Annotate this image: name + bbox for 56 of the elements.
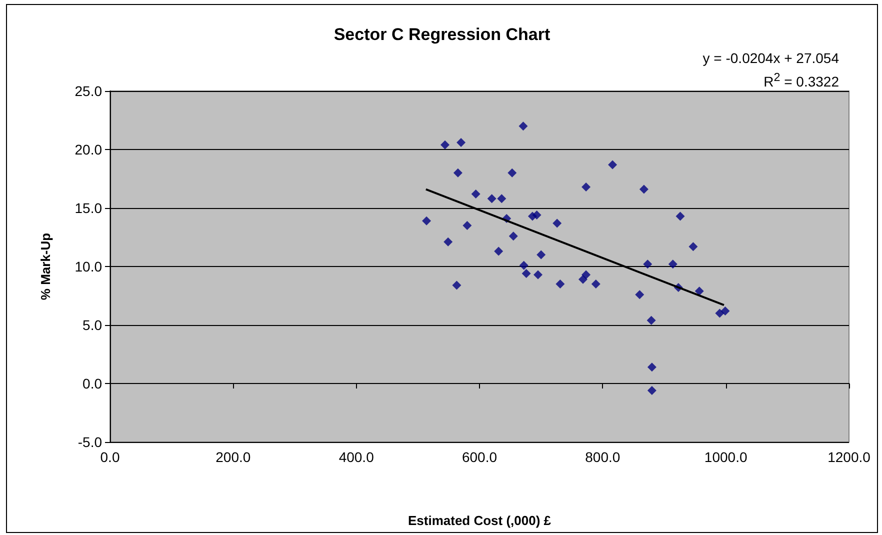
point: [668, 260, 678, 269]
y-tick-label: 10.0: [74, 258, 102, 274]
x-tick-label: 0.0: [100, 449, 120, 465]
point: [534, 270, 543, 280]
point: [591, 280, 600, 289]
point: [688, 242, 698, 252]
point: [556, 280, 565, 289]
point: [532, 210, 542, 220]
point: [471, 189, 480, 198]
text: y = -0.0204x + 27.054: [702, 49, 839, 67]
x-tick-label: 1200.0: [828, 449, 871, 465]
point: [522, 269, 531, 278]
point: [676, 212, 685, 221]
point: [643, 260, 652, 269]
point: [582, 182, 591, 192]
point: [519, 260, 528, 270]
point: [444, 237, 453, 246]
x-tick-label: 600.0: [462, 449, 498, 465]
y-tick-label: 25.0: [74, 83, 102, 99]
y-tick-label: 5.0: [82, 317, 102, 333]
y-axis-title: % Mark-Up: [38, 232, 53, 300]
point: [552, 218, 562, 228]
x-tick-label: 800.0: [585, 449, 620, 465]
point: [639, 184, 648, 194]
point: [694, 286, 704, 296]
point: [646, 316, 656, 325]
text: R$^{2}$ = 0.3322: [764, 70, 839, 91]
y-tick-label: 0.0: [82, 376, 102, 392]
y-tick-label: -5.0: [78, 434, 102, 450]
x-tick-label: 1000.0: [704, 449, 748, 465]
y-tick-label: 20.0: [74, 142, 102, 158]
point: [422, 216, 432, 226]
point: [578, 274, 588, 284]
point: [608, 160, 618, 170]
x-axis-title: Estimated Cost (,000) £: [408, 513, 552, 528]
point: [536, 250, 546, 260]
point: [440, 140, 450, 150]
point: [452, 280, 462, 290]
point: [647, 386, 656, 396]
point: [508, 168, 517, 178]
chart-title: Sector C Regression Chart: [334, 25, 550, 44]
y-tick-label: 15.0: [74, 200, 102, 216]
x-tick-label: 200.0: [216, 449, 251, 465]
point: [518, 122, 528, 131]
point: [494, 246, 504, 256]
point: [462, 221, 472, 230]
point: [635, 290, 644, 300]
point: [497, 194, 506, 204]
point: [647, 362, 656, 372]
point: [487, 194, 496, 204]
point: [720, 306, 730, 316]
point: [453, 168, 462, 178]
point: [715, 308, 724, 318]
point: [456, 138, 466, 147]
x-tick-label: 400.0: [338, 449, 374, 465]
point: [508, 232, 518, 241]
